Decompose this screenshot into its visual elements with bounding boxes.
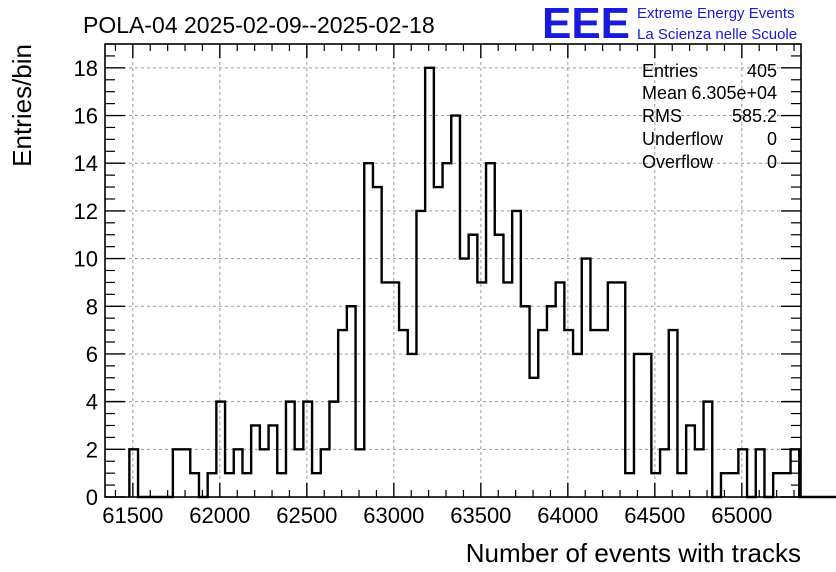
y-tick-labels: 0 2 4 6 8 10 12 14 16 18 bbox=[74, 56, 98, 510]
x-tick-label: 64500 bbox=[624, 503, 685, 528]
x-tick-label: 62500 bbox=[276, 503, 337, 528]
y-tick-label: 10 bbox=[74, 247, 98, 272]
y-tick-label: 0 bbox=[86, 485, 98, 510]
y-axis-label: Entries/bin bbox=[7, 44, 37, 167]
eee-logo: EEE Extreme Energy Events La Scienza nel… bbox=[542, 0, 797, 48]
y-tick-label: 14 bbox=[74, 151, 98, 176]
y-tick-label: 16 bbox=[74, 104, 98, 129]
axis-ticks bbox=[105, 43, 801, 498]
y-tick-label: 18 bbox=[74, 56, 98, 81]
stats-overflow-value: 0 bbox=[767, 152, 777, 172]
stats-underflow-value: 0 bbox=[767, 129, 777, 149]
stats-rms-value: 585.2 bbox=[732, 106, 777, 126]
x-tick-label: 64000 bbox=[537, 503, 598, 528]
stats-overflow-label: Overflow bbox=[642, 152, 714, 172]
grid-lines bbox=[105, 44, 801, 497]
x-tick-label: 61500 bbox=[102, 503, 163, 528]
eee-logo-mark: EEE bbox=[542, 0, 630, 48]
x-tick-label: 63500 bbox=[450, 503, 511, 528]
stats-box: Entries 405 Mean 6.305e+04 RMS 585.2 Und… bbox=[642, 61, 777, 172]
y-tick-label: 2 bbox=[86, 437, 98, 462]
chart-title: POLA-04 2025-02-09--2025-02-18 bbox=[83, 12, 435, 38]
stats-underflow-label: Underflow bbox=[642, 129, 724, 149]
y-tick-label: 12 bbox=[74, 199, 98, 224]
eee-logo-line2: La Scienza nelle Scuole bbox=[637, 26, 797, 43]
stats-mean-label: Mean bbox=[642, 83, 687, 103]
y-tick-label: 6 bbox=[86, 342, 98, 367]
y-tick-label: 8 bbox=[86, 294, 98, 319]
stats-mean-value: 6.305e+04 bbox=[691, 83, 777, 103]
x-tick-labels: 61500 62000 62500 63000 63500 64000 64500 65000 bbox=[102, 503, 772, 528]
x-tick-label: 65000 bbox=[711, 503, 772, 528]
stats-rms-label: RMS bbox=[642, 106, 682, 126]
y-tick-label: 4 bbox=[86, 390, 98, 415]
stats-entries-value: 405 bbox=[747, 61, 777, 81]
stats-entries-label: Entries bbox=[642, 61, 698, 81]
x-axis-label: Number of events with tracks bbox=[466, 538, 801, 568]
x-tick-label: 62000 bbox=[189, 503, 250, 528]
x-tick-label: 63000 bbox=[363, 503, 424, 528]
plot-frame bbox=[104, 43, 802, 498]
eee-logo-line1: Extreme Energy Events bbox=[637, 5, 795, 22]
histogram-outline bbox=[128, 66, 836, 499]
